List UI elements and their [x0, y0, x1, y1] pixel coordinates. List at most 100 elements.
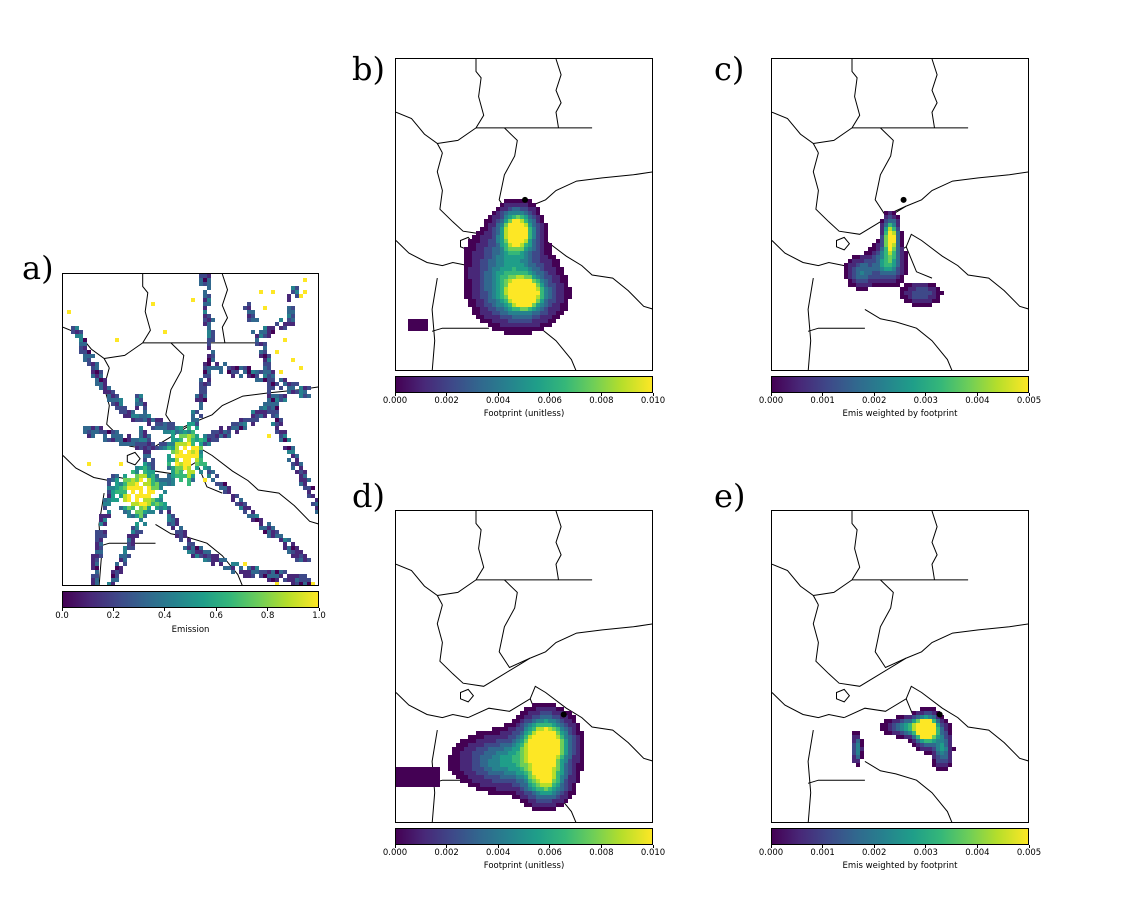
grid-cell: [528, 259, 532, 263]
grid-cell: [520, 207, 524, 211]
grid-cell: [468, 291, 472, 295]
grid-cell: [468, 295, 472, 299]
grid-cell: [516, 755, 520, 759]
grid-cell: [932, 763, 936, 767]
grid-cell: [520, 723, 524, 727]
grid-cell: [151, 470, 155, 474]
grid-cell: [271, 394, 275, 398]
county-boundary-line: [437, 127, 477, 144]
grid-cell: [275, 530, 279, 534]
grid-cell: [896, 719, 900, 723]
grid-cell: [552, 315, 556, 319]
grid-cell: [171, 526, 175, 530]
grid-cell: [135, 442, 139, 446]
grid-cell: [508, 747, 512, 751]
grid-cell: [552, 783, 556, 787]
grid-cell: [263, 526, 267, 530]
grid-cell: [524, 215, 528, 219]
grid-cell: [147, 506, 151, 510]
grid-cell: [528, 303, 532, 307]
county-boundaries: [772, 59, 1028, 370]
grid-cell: [540, 751, 544, 755]
grid-cell: [892, 719, 896, 723]
grid-cell: [548, 751, 552, 755]
grid-cell: [464, 771, 468, 775]
grid-cell: [191, 454, 195, 458]
grid-cell: [476, 279, 480, 283]
grid-cell: [940, 723, 944, 727]
grid-cell: [852, 735, 856, 739]
grid-cell: [299, 582, 303, 585]
grid-cell: [496, 775, 500, 779]
grid-cell: [528, 307, 532, 311]
grid-cell: [568, 759, 572, 763]
grid-cell: [528, 779, 532, 783]
grid-cell: [95, 374, 99, 378]
grid-cell: [472, 235, 476, 239]
grid-cell: [520, 235, 524, 239]
grid-cell: [476, 267, 480, 271]
grid-cell: [564, 799, 568, 803]
grid-cell: [864, 275, 868, 279]
grid-cell: [560, 291, 564, 295]
grid-cell: [548, 711, 552, 715]
grid-cell: [123, 482, 127, 486]
grid-cell: [948, 747, 952, 751]
grid-cell: [904, 723, 908, 727]
colorbar-tick-mark: [770, 845, 772, 848]
grid-cell: [940, 715, 944, 719]
grid-cell: [267, 398, 271, 402]
grid-cell: [560, 763, 564, 767]
grid-cell: [496, 783, 500, 787]
grid-cell: [532, 751, 536, 755]
grid-cell: [504, 287, 508, 291]
grid-cell: [95, 378, 99, 382]
grid-cell: [516, 227, 520, 231]
grid-cell: [560, 731, 564, 735]
grid-cell: [508, 723, 512, 727]
grid-cell: [71, 326, 75, 330]
grid-cell: [500, 239, 504, 243]
grid-cell: [896, 247, 900, 251]
grid-cell: [844, 275, 848, 279]
grid-cell: [131, 414, 135, 418]
grid-cell: [856, 279, 860, 283]
grid-cell: [920, 707, 924, 711]
grid-cell: [199, 446, 203, 450]
grid-cell: [183, 466, 187, 470]
grid-cell: [508, 775, 512, 779]
grid-cell: [263, 370, 267, 374]
grid-cell: [920, 715, 924, 719]
grid-cell: [123, 490, 127, 494]
grid-cell: [540, 223, 544, 227]
grid-cell: [532, 799, 536, 803]
grid-cell: [127, 486, 131, 490]
grid-cell: [263, 406, 267, 410]
grid-cell: [548, 279, 552, 283]
grid-cell: [544, 787, 548, 791]
grid-cell: [267, 570, 271, 574]
grid-cell: [283, 398, 287, 402]
grid-cell: [227, 430, 231, 434]
grid-cell: [944, 731, 948, 735]
grid-cell: [516, 299, 520, 303]
grid-cell: [532, 319, 536, 323]
grid-cell: [528, 311, 532, 315]
grid-cell: [251, 330, 255, 334]
grid-cell: [143, 522, 147, 526]
grid-cell: [500, 211, 504, 215]
grid-cell: [556, 275, 560, 279]
grid-cell: [548, 311, 552, 315]
grid-cell: [239, 374, 243, 378]
grid-cell: [544, 759, 548, 763]
grid-cell: [247, 370, 251, 374]
grid-cell: [868, 271, 872, 275]
grid-cell: [147, 502, 151, 506]
county-boundary-line: [155, 523, 243, 585]
grid-cell: [860, 275, 864, 279]
grid-cell: [488, 763, 492, 767]
grid-cell: [920, 303, 924, 307]
grid-cell: [936, 719, 940, 723]
grid-cell: [512, 771, 516, 775]
grid-cell: [520, 735, 524, 739]
